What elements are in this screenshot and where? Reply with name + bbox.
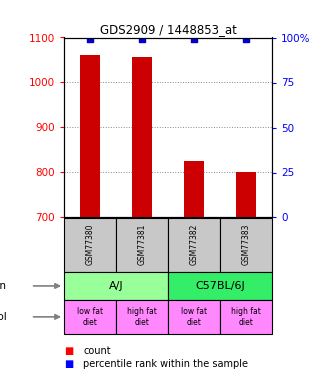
- Point: [191, 36, 196, 42]
- Bar: [64, 272, 168, 300]
- Text: C57BL/6J: C57BL/6J: [195, 281, 245, 291]
- Bar: [236, 172, 256, 217]
- Text: GSM77382: GSM77382: [189, 224, 198, 266]
- Bar: [64, 300, 116, 334]
- Bar: [132, 57, 152, 217]
- Text: strain: strain: [0, 281, 6, 291]
- Text: A/J: A/J: [109, 281, 123, 291]
- Text: low fat
diet: low fat diet: [181, 307, 207, 327]
- Bar: [184, 161, 204, 218]
- Text: high fat
diet: high fat diet: [127, 307, 157, 327]
- Point: [87, 36, 92, 42]
- Bar: [168, 272, 272, 300]
- Point: [244, 36, 249, 42]
- Point: [140, 36, 145, 42]
- Text: percentile rank within the sample: percentile rank within the sample: [83, 359, 248, 369]
- Bar: [220, 217, 272, 272]
- Bar: [116, 300, 168, 334]
- Text: ■: ■: [64, 346, 73, 355]
- Bar: [116, 217, 168, 272]
- Bar: [80, 55, 100, 217]
- Text: GSM77381: GSM77381: [138, 224, 147, 266]
- Text: low fat
diet: low fat diet: [77, 307, 103, 327]
- Bar: [168, 217, 220, 272]
- Bar: [168, 300, 220, 334]
- Bar: [220, 300, 272, 334]
- Text: protocol: protocol: [0, 312, 6, 322]
- Text: ■: ■: [64, 359, 73, 369]
- Text: count: count: [83, 346, 111, 355]
- Bar: [64, 217, 116, 272]
- Text: GSM77380: GSM77380: [85, 224, 94, 266]
- Text: high fat
diet: high fat diet: [231, 307, 261, 327]
- Title: GDS2909 / 1448853_at: GDS2909 / 1448853_at: [100, 23, 236, 36]
- Text: GSM77383: GSM77383: [242, 224, 251, 266]
